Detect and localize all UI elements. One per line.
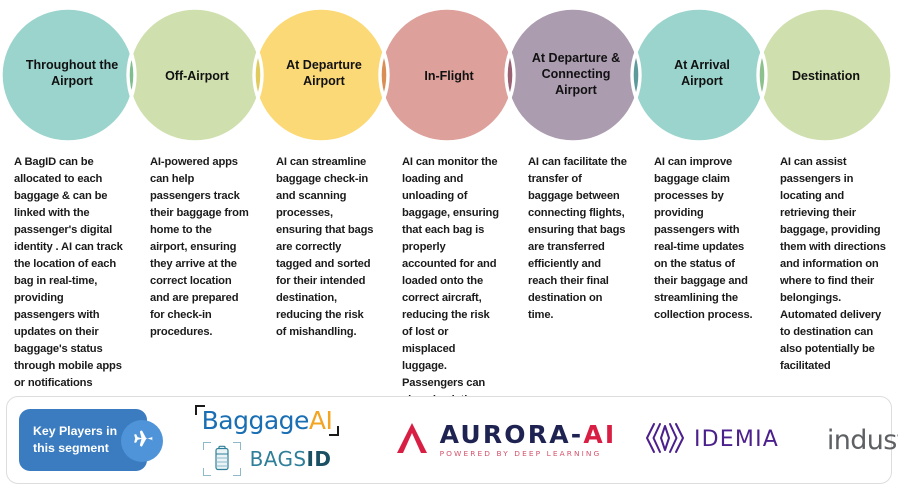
venn-label-5-line-1: Airport bbox=[681, 74, 724, 88]
venn-label-6: Destination bbox=[792, 69, 860, 83]
venn-circle-5 bbox=[632, 8, 766, 142]
suitcase-scan-icon bbox=[202, 441, 241, 476]
stage-description-1: AI-powered apps can help passengers trac… bbox=[136, 148, 262, 393]
key-players-panel: Key Players in this segment BaggageAI bbox=[6, 396, 898, 484]
baggageai-logo-ai: AI bbox=[308, 405, 333, 435]
bagsid-logo-id: ID bbox=[306, 446, 332, 471]
stage-description-0-text: A BagID can be allocated to each baggage… bbox=[14, 156, 123, 390]
stage-description-1-text: AI-powered apps can help passengers trac… bbox=[150, 156, 249, 339]
venn-label-1-line-0: Off-Airport bbox=[165, 69, 230, 83]
stage-description-5: AI can improve baggage claim processes b… bbox=[640, 148, 766, 393]
stage-description-2: AI can streamline baggage check-in and s… bbox=[262, 148, 388, 393]
venn-label-4-line-1: Connecting bbox=[542, 67, 611, 81]
aurora-chevron-icon bbox=[394, 421, 430, 460]
stage-description-6-text: AI can assist passengers in locating and… bbox=[780, 156, 886, 373]
venn-label-2-line-1: Airport bbox=[303, 74, 346, 88]
aurora-ai-logo-tagline: POWERED BY DEEP LEARNING bbox=[439, 449, 602, 459]
venn-label-5-line-0: At Arrival bbox=[674, 58, 730, 72]
venn-label-5: At Arrival Airport bbox=[674, 58, 730, 88]
industry-ai-logo[interactable]: industry.AI bbox=[809, 427, 898, 454]
key-players-badge: Key Players in this segment bbox=[19, 409, 163, 471]
bagsid-logo[interactable]: BAGSID bbox=[202, 441, 332, 476]
venn-circle-4 bbox=[506, 8, 640, 142]
venn-svg: Throughout the Airport Off-Airport At De… bbox=[0, 6, 894, 144]
aurora-ai-logo-ai: AI bbox=[583, 420, 617, 450]
stage-description-2-text: AI can streamline baggage check-in and s… bbox=[276, 156, 374, 339]
industry-ai-logo-word: industry. bbox=[826, 424, 898, 456]
stage-description-4-text: AI can facilitate the transfer of baggag… bbox=[528, 156, 627, 322]
venn-circle-6 bbox=[758, 8, 892, 142]
venn-label-2-line-0: At Departure bbox=[286, 58, 362, 72]
idemia-chevrons-icon bbox=[645, 421, 685, 460]
venn-label-4: At Departure & Connecting Airport bbox=[532, 51, 620, 97]
venn-circle-0 bbox=[1, 8, 135, 142]
aurora-ai-logo[interactable]: AURORA-AI POWERED BY DEEP LEARNING bbox=[389, 421, 621, 460]
venn-circle-3 bbox=[380, 8, 514, 142]
idemia-logo[interactable]: IDEMIA bbox=[637, 421, 787, 460]
venn-label-4-line-2: Airport bbox=[555, 83, 598, 97]
stage-description-5-text: AI can improve baggage claim processes b… bbox=[654, 156, 753, 322]
venn-label-3: In-Flight bbox=[424, 69, 474, 83]
process-stage-venn-diagram: Throughout the Airport Off-Airport At De… bbox=[0, 0, 898, 150]
venn-outlines bbox=[0, 6, 894, 144]
aurora-ai-logo-main: AURORA-AI bbox=[440, 422, 617, 447]
bagsid-logo-bags: BAGS bbox=[249, 446, 307, 471]
logo-group-baggageai[interactable]: BaggageAI BAGSID bbox=[191, 404, 343, 476]
venn-label-0-line-1: Airport bbox=[51, 74, 94, 88]
baggageai-logo-word: Baggage bbox=[201, 405, 310, 435]
aurora-ai-logo-text: AURORA-AI POWERED BY DEEP LEARNING bbox=[440, 422, 617, 457]
venn-label-3-line-0: In-Flight bbox=[424, 69, 474, 83]
stage-description-6: AI can assist passengers in locating and… bbox=[766, 148, 898, 393]
bracket-bottom-right-icon bbox=[329, 425, 340, 436]
venn-label-0: Throughout the Airport bbox=[26, 58, 118, 88]
venn-label-2: At Departure Airport bbox=[286, 58, 362, 88]
bracket-top-left-icon bbox=[194, 404, 205, 415]
venn-label-1: Off-Airport bbox=[165, 69, 230, 83]
venn-label-0-line-0: Throughout the bbox=[26, 58, 118, 72]
aurora-ai-logo-word: AURORA- bbox=[439, 420, 584, 450]
stage-description-0: A BagID can be allocated to each baggage… bbox=[0, 148, 136, 393]
stage-description-3: AI can monitor the loading and unloading… bbox=[388, 148, 514, 440]
airplane-icon bbox=[121, 420, 163, 462]
venn-label-4-line-0: At Departure & bbox=[532, 51, 620, 65]
baggageai-logo[interactable]: BaggageAI bbox=[194, 404, 340, 436]
venn-label-6-line-0: Destination bbox=[792, 69, 860, 83]
venn-circle-2 bbox=[254, 8, 388, 142]
bagsid-logo-text: BAGSID bbox=[250, 449, 332, 469]
idemia-logo-text: IDEMIA bbox=[693, 427, 780, 452]
stage-description-row: A BagID can be allocated to each baggage… bbox=[0, 148, 898, 440]
key-players-badge-label: Key Players in this segment bbox=[33, 424, 118, 455]
venn-circle-1 bbox=[128, 8, 262, 142]
stage-description-4: AI can facilitate the transfer of baggag… bbox=[514, 148, 640, 393]
